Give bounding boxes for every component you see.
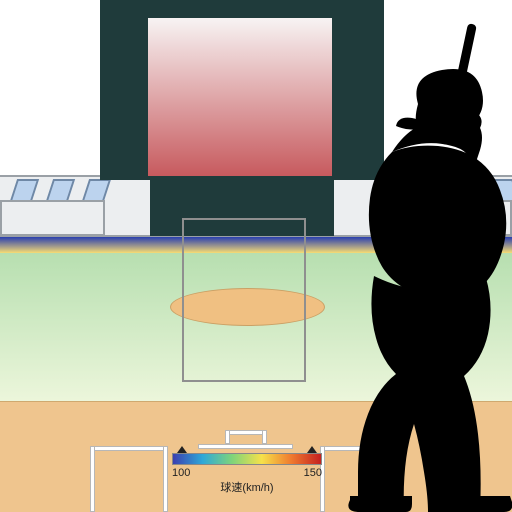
tick-low: 100 [172,467,190,479]
stand-front-panel [0,200,105,236]
legend-pointer-low [177,446,187,453]
batters-box-line [90,446,95,512]
batters-box-line [90,446,168,451]
batters-box-line [225,430,267,435]
pitch-location-diagram: 100 150 球速(km/h) [0,0,512,512]
speed-gradient-bar [172,453,322,465]
batters-box-line [320,446,398,451]
speed-ticks: 100 150 [172,467,322,479]
strike-zone [182,218,306,382]
legend-pointer-high [307,446,317,453]
speed-legend: 100 150 球速(km/h) [172,453,322,495]
batters-box-line [198,444,293,449]
tick-high: 150 [304,467,322,479]
speed-label: 球速(km/h) [172,479,322,495]
stand-front-panel [379,200,512,236]
batters-box-line [262,430,267,444]
batters-box-line [393,446,398,512]
scoreboard-screen [148,18,332,176]
batters-box-line [225,430,230,444]
batters-box-line [163,446,168,512]
